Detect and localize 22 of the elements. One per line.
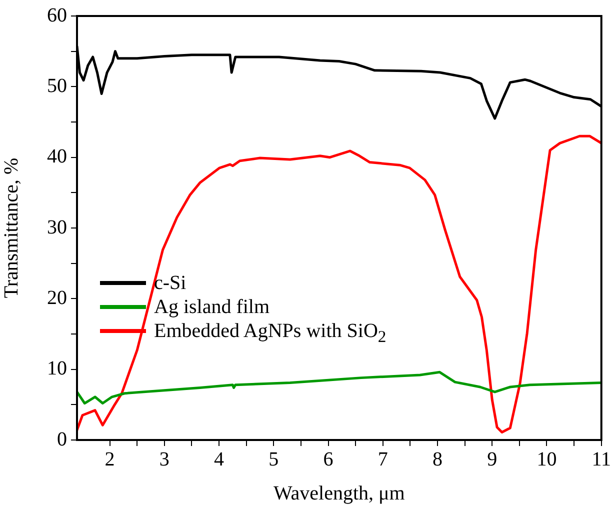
x-tick-label: 4 — [214, 448, 224, 470]
y-tick-label: 0 — [57, 428, 67, 450]
x-tick-label: 9 — [487, 448, 498, 470]
legend-label: Ag island film — [154, 296, 270, 318]
x-tick-label: 3 — [159, 448, 170, 470]
y-tick-label: 60 — [47, 4, 67, 26]
y-tick-label: 10 — [47, 358, 67, 380]
x-tick-label: 7 — [378, 448, 388, 470]
x-axis-title: Wavelength, μm — [274, 482, 406, 504]
y-tick-label: 40 — [47, 146, 67, 168]
x-tick-label: 11 — [592, 448, 612, 470]
y-tick-label: 50 — [47, 74, 67, 97]
y-axis-title: Transmittance, % — [0, 158, 22, 298]
x-tick-label: 8 — [432, 448, 443, 470]
x-tick-label: 2 — [104, 448, 115, 470]
legend-label: Embedded AgNPs with SiO$_{2}$ — [154, 320, 386, 348]
x-tick-label: 6 — [323, 448, 334, 470]
y-tick-label: 20 — [47, 286, 67, 309]
x-tick-label: 10 — [536, 448, 557, 470]
y-tick-label: 30 — [47, 216, 67, 238]
x-tick-label: 5 — [268, 448, 279, 470]
legend-label: c-Si — [154, 272, 186, 294]
